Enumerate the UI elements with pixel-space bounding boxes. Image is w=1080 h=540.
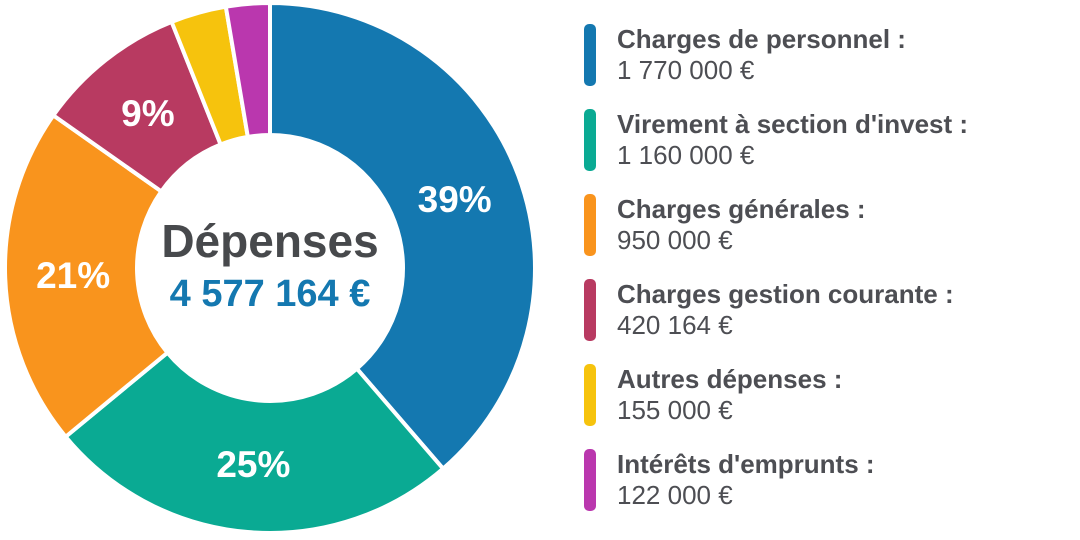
legend-color-marker: [584, 194, 596, 256]
chart-center-title: Dépenses: [161, 215, 378, 267]
legend-value: 155 000 €: [617, 395, 733, 425]
legend-text-block: Charges gestion courante : 420 164 €: [617, 279, 954, 341]
legend-item-interets-emprunts: Intérêts d'emprunts : 122 000 €: [584, 449, 1076, 511]
legend-label: Charges générales :: [617, 194, 866, 224]
donut-chart: 39% 25% 21% 9% Dépenses 4 577 164 €: [3, 1, 537, 535]
donut-chart-area: 39% 25% 21% 9% Dépenses 4 577 164 €: [3, 1, 537, 535]
slice-percent-label-2: 21%: [36, 255, 110, 296]
legend-label: Charges gestion courante :: [617, 279, 954, 309]
slice-percent-label-0: 39%: [418, 179, 492, 220]
legend-color-marker: [584, 279, 596, 341]
legend-value: 122 000 €: [617, 480, 733, 510]
donut-slice-1: [63, 350, 446, 535]
legend-item-autres-depenses: Autres dépenses : 155 000 €: [584, 364, 1076, 426]
legend-label: Charges de personnel :: [617, 24, 906, 54]
legend-item-charges-generales: Charges générales : 950 000 €: [584, 194, 1076, 256]
legend-value: 950 000 €: [617, 225, 733, 255]
legend-text-block: Virement à section d'invest : 1 160 000 …: [617, 109, 968, 171]
legend-value: 420 164 €: [617, 310, 733, 340]
legend-item-virement-invest: Virement à section d'invest : 1 160 000 …: [584, 109, 1076, 171]
legend-text-block: Charges de personnel : 1 770 000 €: [617, 24, 906, 86]
legend-item-charges-personnel: Charges de personnel : 1 770 000 €: [584, 24, 1076, 86]
legend: Charges de personnel : 1 770 000 € Virem…: [584, 24, 1076, 511]
legend-text-block: Charges générales : 950 000 €: [617, 194, 866, 256]
chart-center-value: 4 577 164 €: [170, 273, 371, 315]
legend-color-marker: [584, 364, 596, 426]
legend-color-marker: [584, 109, 596, 171]
slice-percent-label-3: 9%: [121, 93, 174, 134]
legend-text-block: Intérêts d'emprunts : 122 000 €: [617, 449, 875, 511]
legend-value: 1 160 000 €: [617, 140, 755, 170]
legend-text-block: Autres dépenses : 155 000 €: [617, 364, 842, 426]
legend-color-marker: [584, 24, 596, 86]
donut-percent-labels-group: 39% 25% 21% 9%: [36, 93, 492, 485]
legend-label: Autres dépenses :: [617, 364, 843, 394]
donut-slice-5: [223, 1, 272, 139]
legend-label: Intérêts d'emprunts :: [617, 449, 875, 479]
legend-color-marker: [584, 449, 596, 511]
legend-label: Virement à section d'invest :: [617, 109, 969, 139]
donut-slice-2: [3, 113, 170, 439]
legend-value: 1 770 000 €: [617, 55, 755, 85]
donut-slices-group: [3, 1, 537, 535]
legend-item-charges-gestion-courante: Charges gestion courante : 420 164 €: [584, 279, 1076, 341]
donut-slice-0: [268, 1, 537, 471]
slice-percent-label-1: 25%: [216, 444, 290, 485]
